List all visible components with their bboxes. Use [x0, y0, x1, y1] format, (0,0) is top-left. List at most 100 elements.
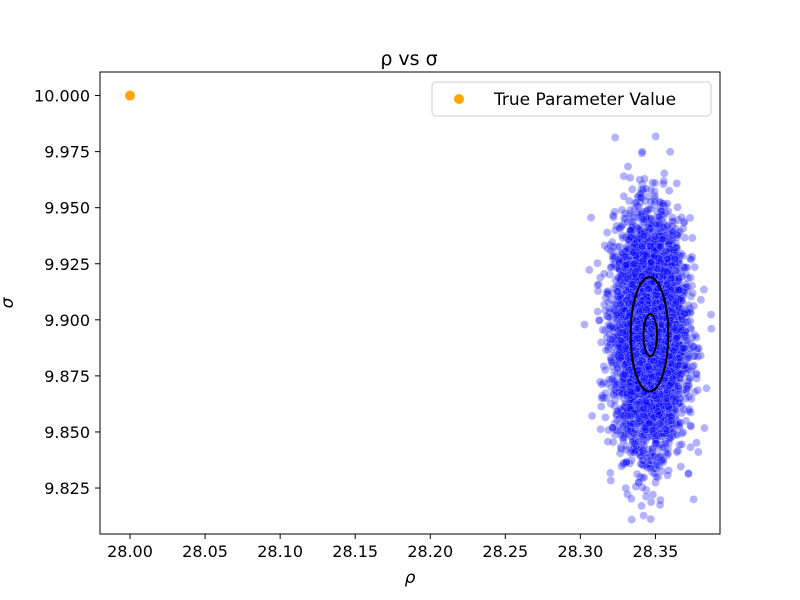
- sample-point: [626, 432, 636, 441]
- sample-point: [640, 356, 650, 366]
- sample-point: [643, 360, 652, 369]
- sample-point: [643, 296, 652, 306]
- sample-point: [675, 282, 685, 291]
- sample-point: [652, 394, 661, 404]
- sample-point: [647, 250, 656, 259]
- sample-point: [613, 273, 623, 282]
- sample-point: [606, 353, 615, 362]
- sample-point: [628, 279, 637, 289]
- sample-point: [677, 213, 686, 222]
- sample-point: [683, 350, 693, 360]
- sample-point: [609, 260, 619, 269]
- sample-point: [634, 349, 644, 359]
- sample-point: [657, 311, 666, 321]
- sample-point: [660, 443, 670, 452]
- sample-point: [610, 133, 620, 142]
- sample-point: [678, 343, 688, 353]
- sample-point: [633, 320, 642, 329]
- sample-point: [632, 342, 641, 351]
- sample-point: [629, 391, 639, 401]
- sample-point: [675, 273, 684, 283]
- sample-point: [619, 394, 629, 404]
- sample-point: [653, 402, 663, 412]
- sample-point: [621, 445, 631, 455]
- sample-point: [686, 292, 696, 301]
- sample-point: [645, 340, 655, 349]
- sample-point: [654, 406, 663, 416]
- sample-point: [634, 393, 644, 403]
- sample-point: [638, 473, 648, 483]
- sample-point: [668, 428, 678, 437]
- sample-point: [631, 425, 640, 434]
- sample-point: [587, 411, 597, 421]
- sample-point: [632, 222, 641, 232]
- sample-point: [693, 344, 702, 353]
- sample-point: [649, 221, 659, 231]
- sample-point: [686, 255, 696, 264]
- sample-point: [646, 354, 655, 364]
- sample-point: [607, 238, 617, 247]
- sample-point: [621, 428, 630, 438]
- sample-point: [646, 497, 656, 507]
- sample-point: [656, 353, 666, 362]
- sample-point: [640, 360, 650, 369]
- sample-point: [656, 258, 666, 267]
- sample-point: [641, 301, 650, 310]
- sample-point: [664, 223, 673, 233]
- sample-point: [642, 357, 651, 366]
- sample-point: [620, 369, 630, 379]
- sample-point: [634, 261, 643, 270]
- sample-point: [636, 301, 646, 311]
- sample-point: [597, 380, 607, 389]
- sample-point: [605, 312, 614, 322]
- sample-point: [631, 324, 641, 333]
- sample-point: [627, 515, 636, 524]
- sample-point: [608, 423, 617, 432]
- sample-point: [605, 270, 615, 279]
- sample-point: [625, 369, 634, 379]
- sample-point: [627, 445, 636, 454]
- sample-point: [650, 366, 659, 375]
- sample-point: [618, 248, 628, 258]
- sample-point: [645, 450, 655, 459]
- sample-point: [643, 237, 653, 246]
- sample-point: [646, 241, 655, 251]
- sample-point: [677, 341, 687, 350]
- sample-point: [676, 307, 686, 317]
- chart-title: ρ vs σ: [380, 48, 437, 70]
- sample-point: [645, 321, 655, 330]
- sample-point: [642, 300, 652, 310]
- sample-point: [626, 422, 636, 432]
- sample-point: [604, 320, 613, 330]
- sample-point: [618, 269, 628, 278]
- sample-point: [649, 287, 659, 297]
- sample-point: [639, 404, 648, 414]
- sample-point: [654, 359, 663, 368]
- sample-point: [635, 273, 645, 282]
- sample-point: [650, 290, 660, 300]
- sample-point: [644, 364, 654, 374]
- sample-point: [678, 428, 688, 437]
- sample-point: [623, 162, 633, 171]
- sample-point: [657, 235, 667, 244]
- sample-point: [700, 423, 709, 433]
- sample-point: [644, 296, 653, 306]
- sample-point: [689, 495, 698, 504]
- sample-point: [661, 259, 671, 268]
- sample-point: [667, 298, 677, 308]
- sample-point: [634, 319, 643, 329]
- sample-point: [641, 213, 650, 222]
- sample-point: [631, 251, 640, 260]
- sample-point: [663, 267, 672, 277]
- sample-point: [637, 212, 647, 222]
- sample-point: [608, 437, 618, 447]
- sample-point: [614, 264, 623, 273]
- sample-point: [643, 278, 652, 288]
- sample-point: [696, 295, 706, 305]
- sample-point: [615, 337, 625, 346]
- sample-point: [646, 301, 655, 311]
- sample-point: [693, 385, 702, 395]
- sample-point: [657, 346, 666, 355]
- sample-point: [637, 303, 647, 313]
- sample-point: [652, 472, 661, 482]
